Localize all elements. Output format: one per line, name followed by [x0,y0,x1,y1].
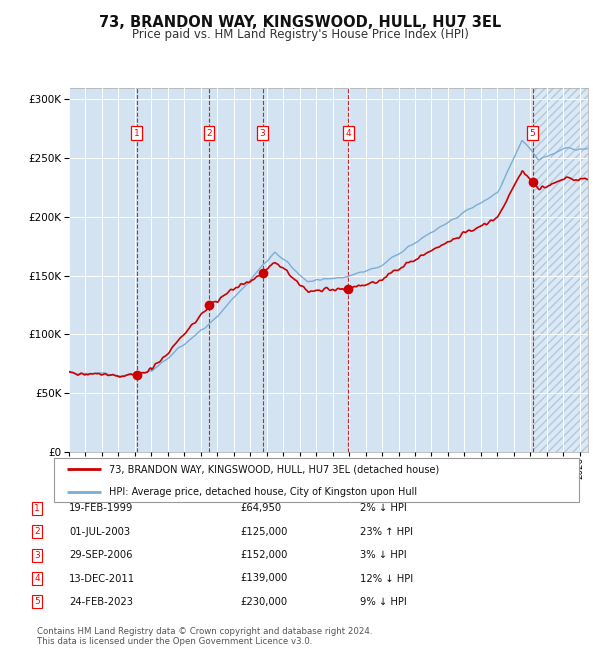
Text: 73, BRANDON WAY, KINGSWOOD, HULL, HU7 3EL (detached house): 73, BRANDON WAY, KINGSWOOD, HULL, HU7 3E… [109,464,439,474]
Text: 12% ↓ HPI: 12% ↓ HPI [360,573,413,584]
Bar [69,88,137,452]
Text: Contains HM Land Registry data © Crown copyright and database right 2024.: Contains HM Land Registry data © Crown c… [37,627,373,636]
Text: £230,000: £230,000 [240,597,287,607]
Text: 24-FEB-2023: 24-FEB-2023 [69,597,133,607]
Text: 4: 4 [34,574,40,583]
Text: 1: 1 [34,504,40,513]
Text: This data is licensed under the Open Government Licence v3.0.: This data is licensed under the Open Gov… [37,637,313,646]
Text: 3: 3 [260,129,265,138]
Bar [137,88,209,452]
Bar [533,88,588,452]
Bar [263,88,348,452]
Text: 01-JUL-2003: 01-JUL-2003 [69,526,130,537]
Text: 73, BRANDON WAY, KINGSWOOD, HULL, HU7 3EL: 73, BRANDON WAY, KINGSWOOD, HULL, HU7 3E… [99,15,501,30]
Text: 4: 4 [346,129,351,138]
Bar [209,88,263,452]
Text: 3: 3 [34,551,40,560]
Bar [348,88,533,452]
Text: 19-FEB-1999: 19-FEB-1999 [69,503,133,514]
Text: 2: 2 [34,527,40,536]
Text: £152,000: £152,000 [240,550,287,560]
Text: Price paid vs. HM Land Registry's House Price Index (HPI): Price paid vs. HM Land Registry's House … [131,28,469,41]
Text: 1: 1 [134,129,140,138]
Text: 23% ↑ HPI: 23% ↑ HPI [360,526,413,537]
Text: 13-DEC-2011: 13-DEC-2011 [69,573,135,584]
Text: HPI: Average price, detached house, City of Kingston upon Hull: HPI: Average price, detached house, City… [109,487,417,497]
FancyBboxPatch shape [54,458,579,502]
Text: £64,950: £64,950 [240,503,281,514]
Text: 9% ↓ HPI: 9% ↓ HPI [360,597,407,607]
Text: 3% ↓ HPI: 3% ↓ HPI [360,550,407,560]
Text: £125,000: £125,000 [240,526,287,537]
Text: 2% ↓ HPI: 2% ↓ HPI [360,503,407,514]
Bar [533,88,588,452]
Text: 5: 5 [530,129,536,138]
Text: 5: 5 [34,597,40,606]
Text: 2: 2 [206,129,212,138]
Text: 29-SEP-2006: 29-SEP-2006 [69,550,133,560]
Text: £139,000: £139,000 [240,573,287,584]
